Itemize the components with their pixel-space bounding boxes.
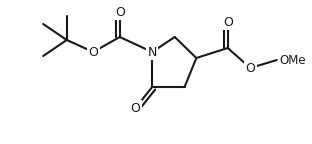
Text: N: N <box>148 46 157 58</box>
Text: O: O <box>223 16 233 29</box>
Text: OMe: OMe <box>280 54 306 67</box>
Text: O: O <box>115 5 125 18</box>
Text: O: O <box>246 61 255 74</box>
Text: O: O <box>130 102 140 114</box>
Text: O: O <box>88 46 98 58</box>
